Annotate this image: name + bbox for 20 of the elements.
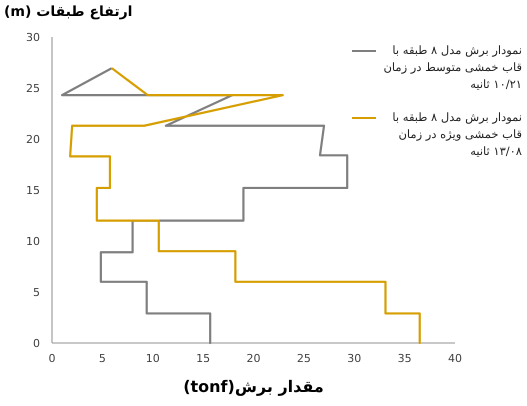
x-tick-label: 5 xyxy=(98,352,106,365)
y-tick-label: 25 xyxy=(26,82,40,95)
y-tick-label: 5 xyxy=(33,286,40,299)
x-tick-label: 15 xyxy=(196,352,210,365)
x-tick-label: 30 xyxy=(347,352,362,365)
y-tick-label: 0 xyxy=(33,337,40,350)
x-tick-label: 0 xyxy=(48,352,56,365)
y-axis-title: ارتفاع طبقات (m) xyxy=(4,4,132,20)
y-tick-label: 15 xyxy=(26,184,40,197)
x-tick-label: 10 xyxy=(146,352,160,365)
y-tick-label: 20 xyxy=(26,133,40,146)
x-tick-label: 25 xyxy=(296,352,311,365)
y-tick-label: 30 xyxy=(26,31,40,44)
legend-label: نمودار برش مدل ۸ طبقه با قاب خمشی ویژه در زمان ۱۳/۰۸ ثانیه xyxy=(391,109,522,160)
x-axis-title: مقدار برش(tonf) xyxy=(183,377,324,396)
x-tick-label: 40 xyxy=(448,352,462,365)
x-tick-label: 20 xyxy=(246,352,260,365)
y-tick-label: 10 xyxy=(26,235,40,248)
legend-label: نمودار برش مدل ۸ طبقه با قاب خمشی متوسط در زمان ۱۰/۲۱ ثانیه xyxy=(382,42,522,93)
x-tick-label: 35 xyxy=(398,352,412,365)
